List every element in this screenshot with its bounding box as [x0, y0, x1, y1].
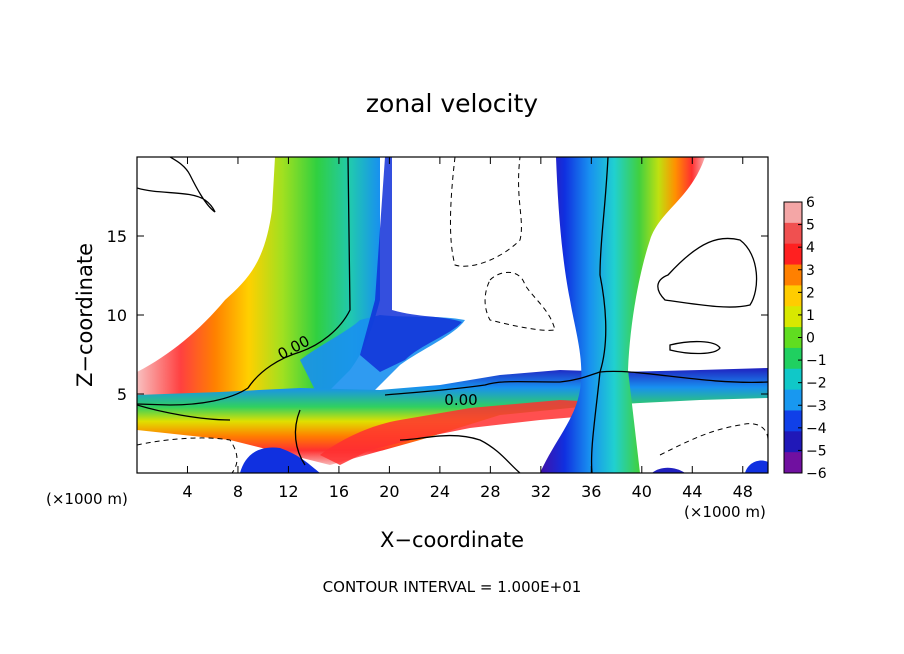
y-tick-label: 5 [117, 385, 127, 404]
x-tick-label: 12 [278, 482, 298, 501]
x-tick-label: 32 [531, 482, 551, 501]
contour-lines-dashed [137, 157, 768, 473]
colorbar-swatch [784, 306, 802, 328]
x-unit-left: (×1000 m) [46, 490, 128, 508]
colorbar-swatch [784, 389, 802, 411]
colorbar-swatch [784, 222, 802, 245]
contour-lines [137, 157, 768, 473]
x-tick-label: 8 [233, 482, 243, 501]
colorbar-swatch [784, 285, 802, 307]
chart-title: zonal velocity [366, 89, 538, 118]
colorbar-label: −5 [806, 443, 827, 459]
colorbar-swatch [784, 264, 802, 286]
colorbar-swatch [784, 202, 802, 224]
colorbar-label: 4 [806, 240, 815, 256]
x-tick-label: 16 [329, 482, 349, 501]
colorbar-swatch [784, 431, 802, 453]
contour-interval-note: CONTOUR INTERVAL = 1.000E+01 [323, 578, 582, 596]
colorbar-label: 1 [806, 308, 815, 324]
colorbar-label: −2 [806, 376, 827, 392]
bottom-blue-right [745, 460, 768, 473]
colorbar: 6 5 4 3 2 1 0 −1 −2 −3 −4 −5 −6 [783, 195, 827, 482]
colorbar-label: 5 [806, 218, 815, 234]
y-axis: 5 10 15 [107, 227, 768, 404]
colorbar-swatch [784, 452, 802, 474]
x-axis: 4 8 12 16 20 24 28 32 36 40 44 48 [182, 157, 753, 501]
colorbar-label: −4 [806, 421, 827, 437]
bottom-blue-left [240, 447, 320, 473]
colorbar-swatch [784, 347, 802, 370]
colorbar-swatch [784, 327, 802, 349]
colorbar-label: 0 [806, 331, 815, 347]
y-tick-label: 10 [107, 306, 127, 325]
contour-label-2: 0.00 [444, 391, 477, 409]
colorbar-label: −1 [806, 353, 827, 369]
x-tick-label: 40 [632, 482, 652, 501]
bottom-blue-mid [652, 467, 685, 473]
colorbar-label: 2 [806, 285, 815, 301]
colorbar-swatch [784, 243, 802, 266]
blue-core-dark [360, 157, 462, 372]
y-tick-label: 15 [107, 227, 127, 246]
colorbar-label: 6 [806, 195, 815, 211]
x-tick-label: 36 [581, 482, 601, 501]
x-unit-right: (×1000 m) [684, 503, 766, 521]
colorbar-label: −6 [806, 466, 827, 482]
x-tick-label: 44 [682, 482, 702, 501]
colorbar-label: 3 [806, 263, 815, 279]
heatmap-field [137, 157, 768, 473]
lower-red-streak [320, 400, 600, 465]
x-tick-label: 24 [430, 482, 450, 501]
y-axis-label: Z−coordinate [73, 243, 97, 387]
colorbar-swatch [784, 368, 802, 391]
x-tick-label: 20 [379, 482, 399, 501]
colorbar-label: −3 [806, 398, 827, 414]
x-axis-label: X−coordinate [380, 528, 524, 552]
jet-right [540, 157, 705, 473]
x-tick-label: 48 [733, 482, 753, 501]
x-tick-label: 28 [480, 482, 500, 501]
x-tick-label: 4 [182, 482, 192, 501]
colorbar-swatch [784, 410, 802, 432]
